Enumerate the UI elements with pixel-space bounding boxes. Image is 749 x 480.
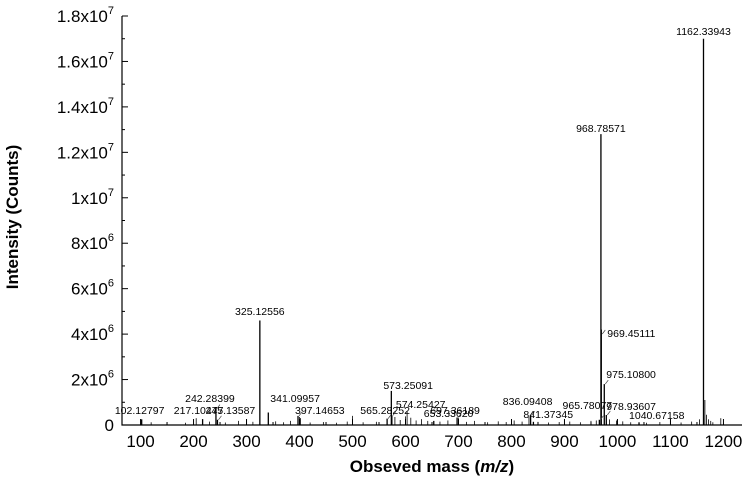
peak-label: 245.13587 (206, 405, 256, 417)
x-tick-label: 700 (444, 432, 472, 451)
y-tick-label: 1.6x107 (57, 50, 114, 71)
y-tick-label: 4x106 (71, 323, 114, 344)
peak-label: 242.28399 (185, 393, 235, 405)
peak-label-leader (387, 414, 392, 419)
peak-label: 968.78571 (576, 123, 626, 135)
y-tick-label: 1.2x107 (57, 141, 114, 162)
y-tick-label: 8x106 (71, 232, 114, 253)
peak-label-leader (602, 329, 606, 335)
peak-label: 102.12797 (115, 405, 165, 417)
y-axis-title: Intensity (Counts) (3, 145, 22, 290)
x-tick-label: 200 (179, 432, 207, 451)
peak-label-leader (607, 410, 611, 416)
peak-label-leader (298, 411, 303, 417)
peak-label: 978.93607 (606, 401, 656, 413)
axes-layer: 100 200 300 400 500 600 700 800 900 1000 1100 1200 0… (57, 5, 743, 451)
x-tick-label: 1100 (652, 432, 689, 451)
y-tick-label: 2x106 (71, 369, 114, 390)
peak-label: 975.10800 (606, 369, 656, 381)
peak-label-leader (216, 404, 221, 409)
minor-peaks-layer (150, 400, 724, 425)
peak-label: 653.33620 (424, 408, 474, 420)
y-tick-label: 6x106 (71, 278, 114, 299)
x-tick-label: 500 (338, 432, 366, 451)
peak-label: 1162.33943 (676, 26, 731, 38)
x-tick-label: 300 (232, 432, 260, 451)
y-tick-label: 1x107 (71, 187, 114, 208)
peak-label-leader (392, 411, 397, 416)
peak-label: 697.36189 (430, 405, 480, 417)
x-tick-label: 800 (497, 432, 525, 451)
peak-label: 341.09957 (270, 393, 320, 405)
x-tick-label: 600 (391, 432, 419, 451)
peak-label: 836.09408 (503, 396, 553, 408)
x-tick-label: 900 (550, 432, 578, 451)
peak-label-leader (604, 379, 609, 385)
peak-label: 217.10477 (174, 405, 224, 417)
peak-label-leader (531, 411, 535, 416)
peak-label: 573.25091 (383, 380, 433, 392)
peak-label: 574.25427 (396, 399, 446, 411)
axis-frame (121, 16, 742, 426)
x-axis-title-suffix: ) (509, 457, 515, 476)
peak-label-leader (600, 415, 604, 420)
x-axis-title: Obseved mass (m/z) (350, 457, 514, 476)
peak-label: 1040.67158 (629, 410, 685, 422)
x-tick-label: 1200 (705, 432, 743, 451)
x-axis-title-prefix: Obseved mass ( (350, 457, 481, 476)
peak-label: 841.37345 (523, 409, 573, 421)
peak-label: 965.78077 (563, 400, 613, 412)
peak-label: 565.28252 (360, 405, 410, 417)
x-tick-label: 1000 (599, 432, 637, 451)
y-tick-label: 1.8x107 (57, 5, 114, 26)
y-tick-label: 1.4x107 (57, 96, 114, 117)
peak-label: 397.14653 (295, 405, 345, 417)
x-tick-label: 100 (126, 432, 154, 451)
x-axis-title-italic: m/z (480, 457, 509, 476)
x-tick-label: 400 (285, 432, 313, 451)
peak-label-leader (218, 415, 222, 420)
labeled-peaks-layer (141, 38, 705, 425)
peak-label-leader (457, 413, 462, 418)
y-tick-label: 0 (105, 416, 114, 435)
peak-label: 325.12556 (235, 306, 285, 318)
peak-label: 969.45111 (607, 328, 655, 340)
